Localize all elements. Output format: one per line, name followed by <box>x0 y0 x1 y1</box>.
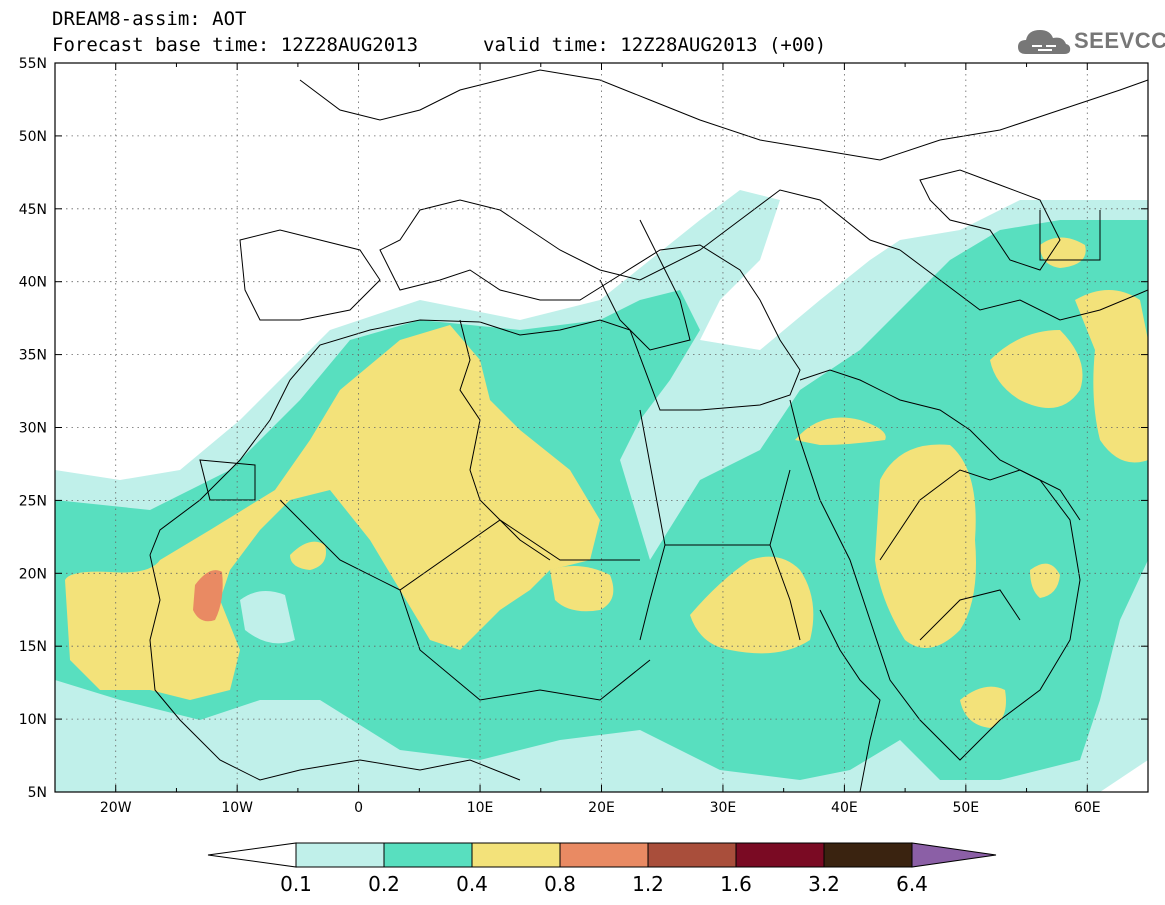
colorbar-box <box>471 842 561 868</box>
axis-labels: 20W 10W 0 10E 20E 30E 40E 50E 60E 5N 10N 15N 20N 25N 3… <box>19 56 1101 816</box>
colorbar: 0.1 0.2 0.4 0.8 1.2 1.6 3.2 6.4 <box>207 842 997 896</box>
colorbar-box <box>383 842 473 868</box>
aot-band-0.4-k <box>1030 563 1060 598</box>
lat-label: 15N <box>19 639 47 655</box>
colorbar-arrow-right <box>911 842 997 868</box>
lon-label: 20E <box>588 800 615 816</box>
forecast-base-time: Forecast base time: 12Z28AUG2013 <box>52 34 419 56</box>
lat-label: 5N <box>28 785 47 801</box>
colorbar-label: 0.4 <box>456 872 488 896</box>
aot-band-0.4-b <box>550 566 614 612</box>
axis-ticks <box>54 62 1149 793</box>
map-title: DREAM8-assim: AOT <box>52 8 247 30</box>
seevccc-logo: SEEVCCC <box>1016 24 1165 58</box>
cloud-icon <box>1018 30 1071 54</box>
lat-label: 40N <box>19 275 47 291</box>
colorbar-label: 6.4 <box>896 872 928 896</box>
lon-label: 10E <box>467 800 494 816</box>
colorbar-box <box>559 842 649 868</box>
lon-label: 0 <box>354 800 363 816</box>
lat-label: 55N <box>19 56 47 72</box>
aot-band-0.4-j <box>290 541 326 570</box>
lon-label: 30E <box>710 800 737 816</box>
colorbar-box <box>735 842 825 868</box>
lon-label: 40E <box>831 800 858 816</box>
lon-label: 60E <box>1074 800 1101 816</box>
colorbar-box <box>823 842 913 868</box>
aot-band-0.4-h <box>795 417 886 445</box>
lat-label: 35N <box>19 348 47 364</box>
aot-band-0.1-hole <box>240 591 295 644</box>
colorbar-label: 0.8 <box>544 872 576 896</box>
aot-band-0.2 <box>55 220 1148 780</box>
aot-band-0.4-i <box>960 686 1006 728</box>
colorbar-label: 1.2 <box>632 872 664 896</box>
lat-label: 10N <box>19 712 47 728</box>
lat-label: 30N <box>19 421 47 437</box>
lon-label: 50E <box>952 800 979 816</box>
gridlines <box>55 63 1148 792</box>
lat-label: 25N <box>19 493 47 509</box>
lat-label: 45N <box>19 202 47 218</box>
colorbar-arrow-left <box>207 842 297 868</box>
valid-time: valid time: 12Z28AUG2013 (+00) <box>483 34 827 56</box>
lat-label: 20N <box>19 566 47 582</box>
lon-label: 20W <box>100 800 132 816</box>
logo-text: SEEVCCC <box>1074 28 1165 53</box>
aot-band-0.4-d <box>875 444 976 648</box>
colorbar-box <box>647 842 737 868</box>
colorbar-label: 0.2 <box>368 872 400 896</box>
colorbar-box <box>295 842 385 868</box>
lon-label: 10W <box>221 800 253 816</box>
colorbar-label: 3.2 <box>808 872 840 896</box>
aot-band-0.4-e <box>990 330 1083 408</box>
aot-band-0.8 <box>193 570 223 622</box>
lat-label: 50N <box>19 129 47 145</box>
aot-band-0.4-f <box>1075 290 1148 463</box>
aot-field <box>55 190 1148 792</box>
colorbar-label: 1.6 <box>720 872 752 896</box>
colorbar-label: 0.1 <box>280 872 312 896</box>
